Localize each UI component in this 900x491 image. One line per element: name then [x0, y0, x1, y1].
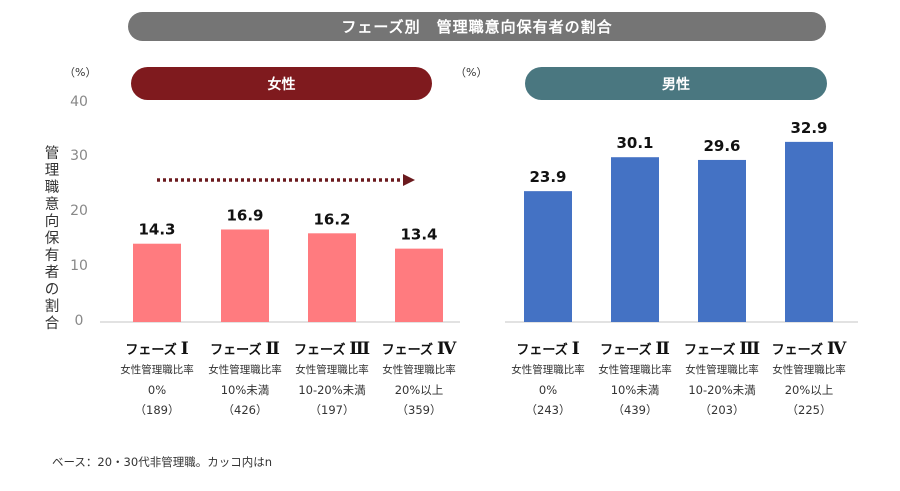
category-range: 0% — [538, 383, 558, 397]
category-desc: 女性管理職比率 — [772, 364, 846, 376]
category-range: 10-20%未満 — [688, 383, 756, 397]
phase-label: フェーズ — [683, 343, 736, 358]
phase-numeral: Ⅰ — [571, 339, 580, 359]
y-tick-label: 20 — [70, 203, 88, 219]
category-desc: 女性管理職比率 — [208, 364, 282, 376]
phase-numeral: Ⅰ — [180, 339, 189, 359]
phase-numeral: Ⅲ — [739, 339, 761, 359]
footnote: ベース：20・30代非管理職。カッコ内はn — [52, 455, 272, 469]
category-desc: 女性管理職比率 — [120, 364, 194, 376]
category-n: （189） — [134, 403, 180, 417]
y-tick-label: 40 — [70, 94, 88, 110]
y-tick-label: 10 — [70, 258, 88, 274]
phase-label: フェーズ — [600, 343, 652, 358]
male-bar-value-label: 30.1 — [616, 134, 653, 152]
female-panel-title: 女性 — [267, 76, 296, 93]
female-bar-value-label: 13.4 — [400, 226, 437, 244]
male-bar — [524, 191, 572, 322]
category-desc: 女性管理職比率 — [598, 364, 672, 376]
category-range: 0% — [147, 383, 167, 397]
female-category-4: フェーズ Ⅳ 女性管理職比率 20%以上 （359） — [371, 338, 467, 420]
phase-numeral: Ⅱ — [655, 339, 670, 359]
chart-title: フェーズ別 管理職意向保有者の割合 — [341, 18, 613, 36]
phase-numeral: Ⅲ — [349, 339, 371, 359]
female-category-2: フェーズ Ⅱ 女性管理職比率 10%未満 （426） — [197, 338, 293, 420]
female-bar — [395, 248, 443, 322]
female-bar — [308, 233, 356, 322]
category-n: （225） — [786, 403, 832, 417]
phase-label: フェーズ — [293, 343, 346, 358]
y-axis-title: 管理職意向保有者の割合 — [44, 146, 60, 332]
male-category-1: フェーズ Ⅰ 女性管理職比率 0% （243） — [500, 338, 596, 420]
female-panel-header: 女性 — [131, 67, 432, 100]
female-bar-value-label: 16.2 — [313, 210, 350, 228]
female-bar-value-label: 16.9 — [226, 206, 263, 224]
category-n: （203） — [699, 403, 745, 417]
male-bar — [698, 159, 746, 322]
category-desc: 女性管理職比率 — [382, 364, 456, 376]
male-panel-title: 男性 — [662, 76, 690, 93]
phase-numeral: Ⅱ — [265, 339, 280, 359]
category-n: （359） — [396, 403, 442, 417]
category-n: （197） — [309, 403, 355, 417]
male-bar — [785, 141, 833, 322]
category-desc: 女性管理職比率 — [511, 364, 585, 376]
phase-numeral: Ⅳ — [827, 339, 847, 359]
male-unit-label: （%） — [455, 66, 488, 79]
category-desc: 女性管理職比率 — [295, 364, 369, 376]
male-bar-value-label: 23.9 — [529, 168, 566, 186]
male-category-3: フェーズ Ⅲ 女性管理職比率 10-20%未満 （203） — [674, 338, 770, 420]
trend-arrow-head-icon — [403, 174, 415, 186]
female-category-3: フェーズ Ⅲ 女性管理職比率 10-20%未満 （197） — [284, 338, 380, 420]
phase-label: フェーズ — [210, 343, 262, 358]
y-tick-label: 0 — [74, 313, 84, 329]
y-tick-label: 30 — [70, 148, 88, 164]
female-bar — [133, 243, 181, 322]
category-range: 10%未満 — [610, 383, 660, 397]
category-n: （439） — [612, 403, 658, 417]
male-bar-value-label: 29.6 — [703, 137, 740, 155]
phase-label: フェーズ — [516, 343, 568, 358]
category-range: 20%以上 — [784, 383, 834, 397]
category-n: （243） — [525, 403, 571, 417]
phase-label: フェーズ — [381, 343, 434, 358]
female-unit-label: （%） — [64, 66, 97, 79]
category-range: 20%以上 — [394, 383, 444, 397]
phase-numeral: Ⅳ — [437, 339, 457, 359]
category-range: 10%未満 — [220, 383, 270, 397]
category-range: 10-20%未満 — [298, 383, 366, 397]
category-n: （426） — [222, 403, 268, 417]
phase-label: フェーズ — [771, 343, 824, 358]
male-bar — [611, 157, 659, 322]
female-bar — [221, 229, 269, 322]
female-category-1: フェーズ Ⅰ 女性管理職比率 0% （189） — [109, 338, 205, 420]
phase-label: フェーズ — [125, 343, 177, 358]
category-desc: 女性管理職比率 — [685, 364, 759, 376]
chart-title-bar: フェーズ別 管理職意向保有者の割合 — [128, 12, 826, 41]
male-panel-header: 男性 — [525, 67, 827, 100]
male-category-4: フェーズ Ⅳ 女性管理職比率 20%以上 （225） — [761, 338, 857, 420]
male-bar-value-label: 32.9 — [790, 119, 827, 137]
female-bar-value-label: 14.3 — [138, 221, 175, 239]
male-category-2: フェーズ Ⅱ 女性管理職比率 10%未満 （439） — [587, 338, 683, 420]
